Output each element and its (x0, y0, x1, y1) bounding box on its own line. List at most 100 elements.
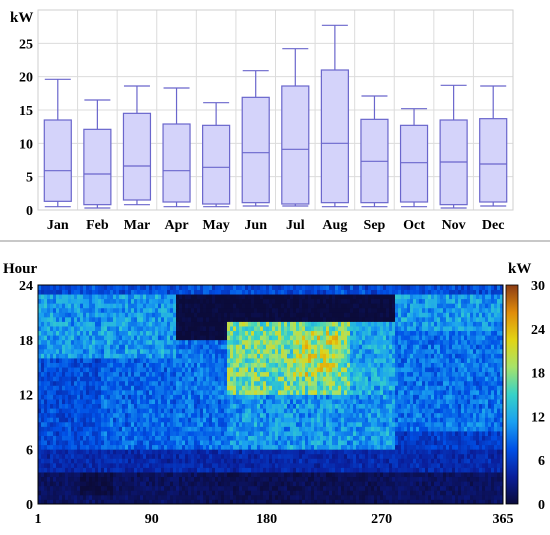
heatmap-cell (320, 371, 324, 377)
heatmap-cell (113, 421, 117, 427)
heatmap-cell (170, 417, 174, 423)
heatmap-cell (62, 458, 66, 464)
heatmap-cell (185, 476, 189, 482)
heatmap-cell (452, 440, 456, 446)
heatmap-cell (371, 417, 375, 423)
heatmap-cell (101, 403, 105, 409)
heatmap-cell (128, 494, 132, 500)
heatmap-cell (128, 408, 132, 414)
heatmap-cell (353, 440, 357, 446)
heatmap-cell (497, 494, 501, 500)
heatmap-cell (65, 449, 69, 455)
heatmap-cell (431, 435, 435, 441)
heatmap-cell (47, 399, 51, 405)
heatmap-cell (482, 449, 486, 455)
heatmap-cell (452, 417, 456, 423)
heatmap-cell (179, 394, 183, 400)
heatmap-cell (434, 408, 438, 414)
heatmap-cell (434, 458, 438, 464)
heatmap-cell (101, 462, 105, 468)
heatmap-cell (59, 358, 63, 363)
heatmap-cell (65, 367, 69, 373)
heatmap-cell (404, 367, 408, 373)
heatmap-cell (200, 399, 204, 405)
heatmap-cell (248, 367, 252, 373)
heatmap-cell (362, 389, 366, 395)
heatmap-cell (302, 435, 306, 441)
heatmap-cell (434, 371, 438, 377)
heatmap-cell (308, 440, 312, 446)
heatmap-cell (230, 380, 234, 386)
heatmap-cell (146, 476, 150, 482)
heatmap-cell (356, 435, 360, 441)
heatmap-cell (236, 476, 240, 482)
heatmap-cell (230, 371, 234, 377)
heatmap-cell (131, 380, 135, 386)
heatmap-cell (467, 485, 471, 491)
heatmap-cell (38, 485, 42, 491)
heatmap-cell (80, 435, 84, 441)
heatmap-cell (287, 485, 291, 491)
heatmap-cell (188, 467, 192, 473)
heatmap-cell (131, 394, 135, 400)
heatmap-cell (212, 499, 216, 505)
heatmap-cell (89, 476, 93, 482)
heatmap-cell (188, 412, 192, 418)
heatmap-cell (434, 485, 438, 491)
heatmap-cell (278, 389, 282, 395)
heatmap-cell (434, 499, 438, 505)
heatmap-cell (230, 467, 234, 473)
heatmap-cell (218, 389, 222, 395)
heatmap-cell (62, 490, 66, 496)
heatmap-cell (41, 467, 45, 473)
heatmap-cell (431, 490, 435, 496)
heatmap-cell (242, 476, 246, 482)
heatmap-cell (377, 444, 381, 450)
heatmap-cell (428, 380, 432, 386)
heatmap-cell (299, 380, 303, 386)
heatmap-cell (44, 412, 48, 418)
heatmap-cell (206, 462, 210, 468)
heatmap-cell (104, 403, 108, 409)
heatmap-cell (266, 481, 270, 487)
heatmap-cell (377, 458, 381, 464)
heatmap-cell (488, 462, 492, 468)
heatmap-cell (416, 435, 420, 441)
heatmap-cell (50, 472, 54, 478)
heatmap-cell (275, 426, 279, 432)
heatmap-cell (332, 367, 336, 373)
heatmap-cell (194, 399, 198, 405)
heatmap-cell (104, 467, 108, 473)
heatmap-cell (368, 444, 372, 450)
heatmap-cell (329, 462, 333, 468)
heatmap-cell (167, 453, 171, 459)
heatmap-cell (257, 485, 261, 491)
heatmap-cell (413, 435, 417, 441)
box-dec (479, 85, 508, 207)
heatmap-cell (239, 462, 243, 468)
heatmap-cell (191, 435, 195, 441)
heatmap-cell (134, 449, 138, 455)
heatmap-cell (497, 472, 501, 478)
heatmap-cell (176, 444, 180, 450)
heatmap-cell (392, 449, 396, 455)
heatmap-cell (410, 417, 414, 423)
heatmap-cell (344, 449, 348, 455)
heatmap-cell (209, 431, 213, 436)
heatmap-cell (140, 380, 144, 386)
heatmap-cell (365, 494, 369, 500)
heatmap-cell (56, 481, 60, 487)
heatmap-cell (74, 467, 78, 473)
heatmap-cell (248, 444, 252, 450)
heatmap-cell (242, 462, 246, 468)
heatmap-cell (299, 476, 303, 482)
heatmap-cell (239, 494, 243, 500)
boxplot-x-tick-label: Mar (124, 218, 150, 233)
heatmap-cell (308, 453, 312, 459)
heatmap-cell (221, 426, 225, 432)
heatmap-cell (89, 472, 93, 478)
heatmap-cell (59, 472, 63, 478)
heatmap-cell (245, 435, 249, 441)
heatmap-cell (38, 403, 42, 409)
heatmap-cell (173, 376, 177, 382)
